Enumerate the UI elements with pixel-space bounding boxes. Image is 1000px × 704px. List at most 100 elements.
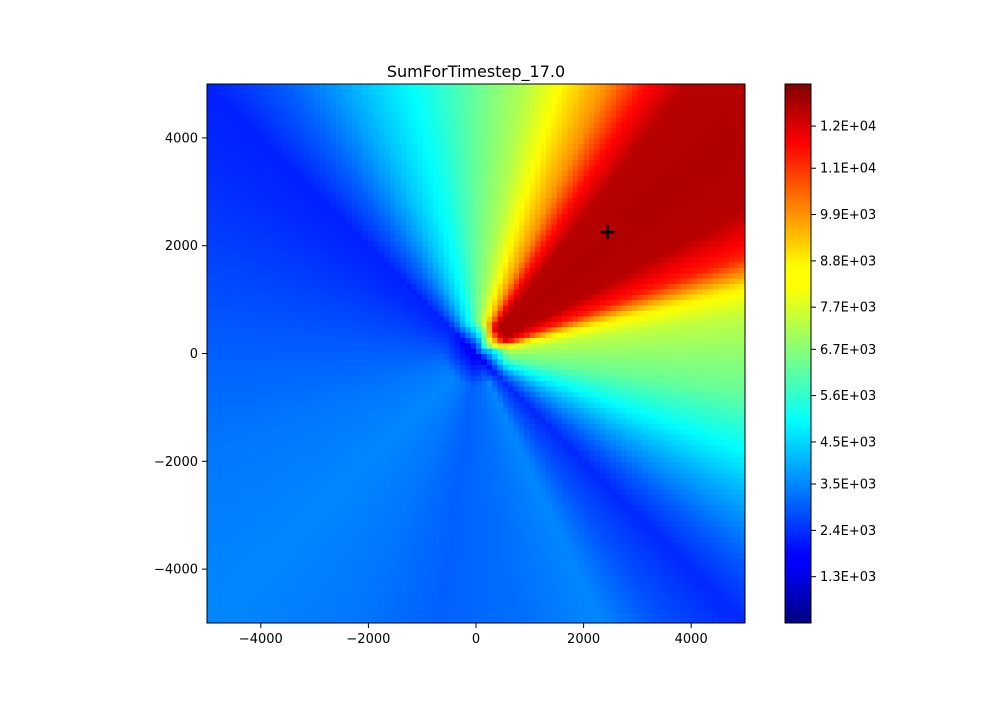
heatmap-cell <box>363 612 369 619</box>
heatmap-cell <box>293 536 300 543</box>
heatmap-cell <box>400 509 407 516</box>
heatmap-cell <box>314 612 321 619</box>
heatmap-cell <box>551 499 558 506</box>
heatmap-cell <box>228 525 235 532</box>
heatmap-cell <box>637 439 644 446</box>
heatmap-cell <box>508 412 515 419</box>
heatmap-cell <box>470 558 477 565</box>
heatmap-cell <box>642 385 649 392</box>
heatmap-cell <box>718 380 725 387</box>
heatmap-cell <box>502 552 509 559</box>
heatmap-cell <box>492 520 499 527</box>
heatmap-cell <box>282 434 289 441</box>
heatmap-cell <box>266 434 273 441</box>
heatmap-cell <box>411 423 418 430</box>
heatmap-cell <box>605 596 612 603</box>
heatmap-cell <box>325 547 332 554</box>
heatmap-cell <box>658 375 665 382</box>
heatmap-cell <box>357 515 364 522</box>
heatmap-cell <box>626 617 633 623</box>
heatmap-cell <box>701 353 708 360</box>
heatmap-cell <box>734 536 741 543</box>
heatmap-cell <box>449 493 456 500</box>
heatmap-cell <box>255 353 262 360</box>
heatmap-cell <box>276 396 283 403</box>
heatmap-cell <box>707 385 714 392</box>
heatmap-cell <box>422 590 429 597</box>
heatmap-cell <box>422 477 429 484</box>
heatmap-cell <box>314 542 321 549</box>
heatmap-cell <box>228 515 235 522</box>
heatmap-cell <box>637 547 644 554</box>
heatmap-cell <box>233 612 240 619</box>
heatmap-cell <box>325 617 332 623</box>
heatmap-cell <box>486 558 493 565</box>
heatmap-cell <box>298 353 305 360</box>
heatmap-cell <box>648 585 655 592</box>
heatmap-cell <box>653 375 660 382</box>
heatmap-cell <box>346 617 353 623</box>
heatmap-cell <box>723 579 730 586</box>
heatmap-cell <box>594 542 601 549</box>
heatmap-cell <box>363 455 369 462</box>
heatmap-cell <box>260 450 267 457</box>
heatmap-cell <box>567 525 574 532</box>
heatmap-cell <box>691 391 698 398</box>
heatmap-cell <box>416 369 423 376</box>
heatmap-cell <box>642 504 649 511</box>
heatmap-cell <box>524 617 531 623</box>
heatmap-cell <box>406 439 413 446</box>
heatmap-cell <box>207 380 213 387</box>
heatmap-cell <box>718 596 725 603</box>
heatmap-cell <box>691 542 698 549</box>
heatmap-cell <box>701 455 708 462</box>
heatmap-cell <box>669 412 676 419</box>
heatmap-cell <box>718 364 725 371</box>
heatmap-cell <box>459 477 466 484</box>
heatmap-cell <box>233 525 240 532</box>
heatmap-cell <box>680 569 687 576</box>
heatmap-cell <box>529 407 536 414</box>
heatmap-cell <box>739 515 745 522</box>
heatmap-cell <box>637 552 644 559</box>
heatmap-cell <box>599 515 606 522</box>
heatmap-cell <box>422 412 429 419</box>
heatmap-cell <box>476 369 482 376</box>
heatmap-cell <box>642 520 649 527</box>
heatmap-cell <box>314 601 321 608</box>
heatmap-cell <box>298 375 305 382</box>
heatmap-cell <box>352 574 359 581</box>
heatmap-cell <box>712 606 719 613</box>
heatmap-cell <box>696 531 703 538</box>
heatmap-cell <box>217 455 224 462</box>
heatmap-cell <box>228 536 235 543</box>
heatmap-cell <box>309 509 316 516</box>
heatmap-cell <box>255 531 262 538</box>
heatmap-cell <box>255 412 262 419</box>
heatmap-cell <box>422 574 429 581</box>
heatmap-cell <box>443 509 450 516</box>
heatmap-cell <box>653 364 660 371</box>
heatmap-cell <box>545 358 552 365</box>
heatmap-cell <box>529 461 536 468</box>
heatmap-cell <box>314 590 321 597</box>
heatmap-cell <box>443 499 450 506</box>
heatmap-cell <box>465 579 472 586</box>
heatmap-cell <box>513 461 520 468</box>
heatmap-cell <box>207 617 213 623</box>
heatmap-cell <box>675 477 682 484</box>
heatmap-cell <box>535 579 542 586</box>
heatmap-cell <box>540 563 547 570</box>
heatmap-cell <box>476 499 482 506</box>
heatmap-cell <box>519 531 526 538</box>
heatmap-cell <box>341 612 348 619</box>
heatmap-cell <box>357 617 364 623</box>
heatmap-cell <box>696 385 703 392</box>
heatmap-cell <box>255 380 262 387</box>
heatmap-cell <box>621 596 628 603</box>
heatmap-cell <box>696 466 703 473</box>
heatmap-cell <box>341 396 348 403</box>
heatmap-cell <box>658 488 665 495</box>
heatmap-cell <box>250 493 257 500</box>
heatmap-cell <box>664 407 671 414</box>
